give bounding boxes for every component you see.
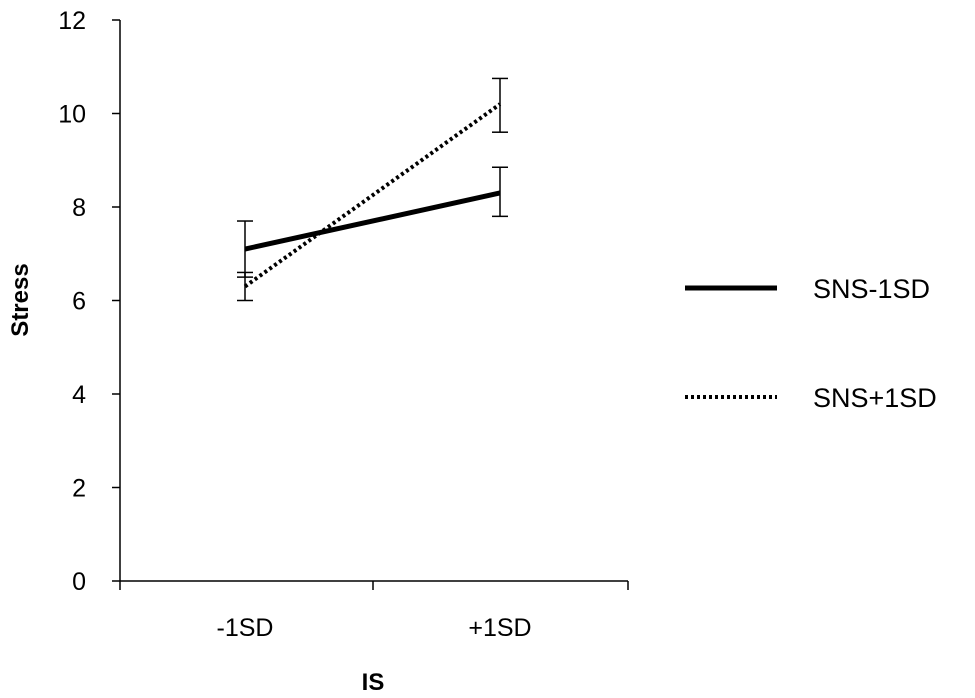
series-SNS-1SD <box>237 166 508 278</box>
x-tick-label: -1SD <box>217 614 274 642</box>
axes <box>119 20 628 582</box>
error-bar <box>237 271 253 302</box>
y-tick-label: 0 <box>72 568 86 596</box>
y-tick-label: 8 <box>72 194 86 222</box>
x-axis-ticks: -1SD +1SD <box>119 581 629 642</box>
series-layer <box>237 77 508 302</box>
legend-label: SNS-1SD <box>813 274 930 304</box>
y-tick-label: 6 <box>72 288 86 316</box>
legend: SNS-1SD SNS+1SD <box>685 274 937 413</box>
error-bar <box>492 77 508 133</box>
legend-item: SNS-1SD <box>685 274 930 304</box>
y-axis-title: Stress <box>7 263 34 336</box>
legend-item: SNS+1SD <box>685 383 937 413</box>
y-tick-label: 12 <box>58 7 86 35</box>
error-bar <box>492 166 508 218</box>
y-tick-label: 10 <box>58 101 86 129</box>
y-tick-label: 4 <box>72 381 86 409</box>
x-axis-title: IS <box>362 669 385 696</box>
x-tick-label: +1SD <box>468 614 531 642</box>
legend-label: SNS+1SD <box>813 383 937 413</box>
y-tick-label: 2 <box>72 475 86 503</box>
series-line <box>244 190 501 252</box>
y-axis-ticks: 0 2 4 6 8 10 12 <box>58 7 120 596</box>
series-line <box>243 102 502 289</box>
series-SNS+1SD <box>237 77 508 302</box>
